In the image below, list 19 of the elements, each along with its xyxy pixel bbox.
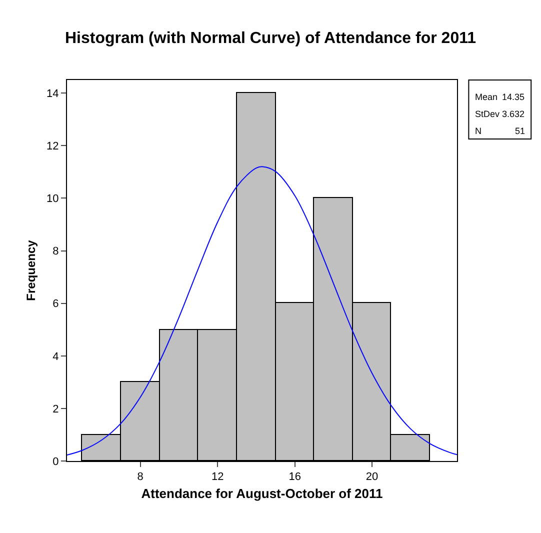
y-tick-label: 8 <box>52 246 59 258</box>
y-tick-label: 12 <box>46 140 59 153</box>
y-axis-title: Frequency <box>24 240 38 301</box>
x-axis-title: Attendance for August-October of 2011 <box>141 486 383 501</box>
y-tick-label: 14 <box>46 88 59 100</box>
text: StDev 3.632 <box>475 109 525 119</box>
text: N 51 <box>475 126 526 136</box>
x-tick-label: 20 <box>366 471 378 484</box>
y-tick-label: 10 <box>46 193 59 206</box>
x-tick-label: 12 <box>211 471 224 484</box>
text: Mean 14.35 <box>475 92 525 102</box>
y-tick-label: 6 <box>52 298 59 310</box>
x-tick-label: 16 <box>288 471 301 484</box>
chart-title: Histogram (with Normal Curve) of Attendance for 2011 <box>64 30 476 47</box>
y-tick-label: 0 <box>52 456 59 468</box>
y-tick-label: 2 <box>52 403 59 416</box>
y-tick-label: 4 <box>52 350 59 363</box>
line-series <box>67 166 457 456</box>
x-tick-label: 8 <box>137 471 144 484</box>
